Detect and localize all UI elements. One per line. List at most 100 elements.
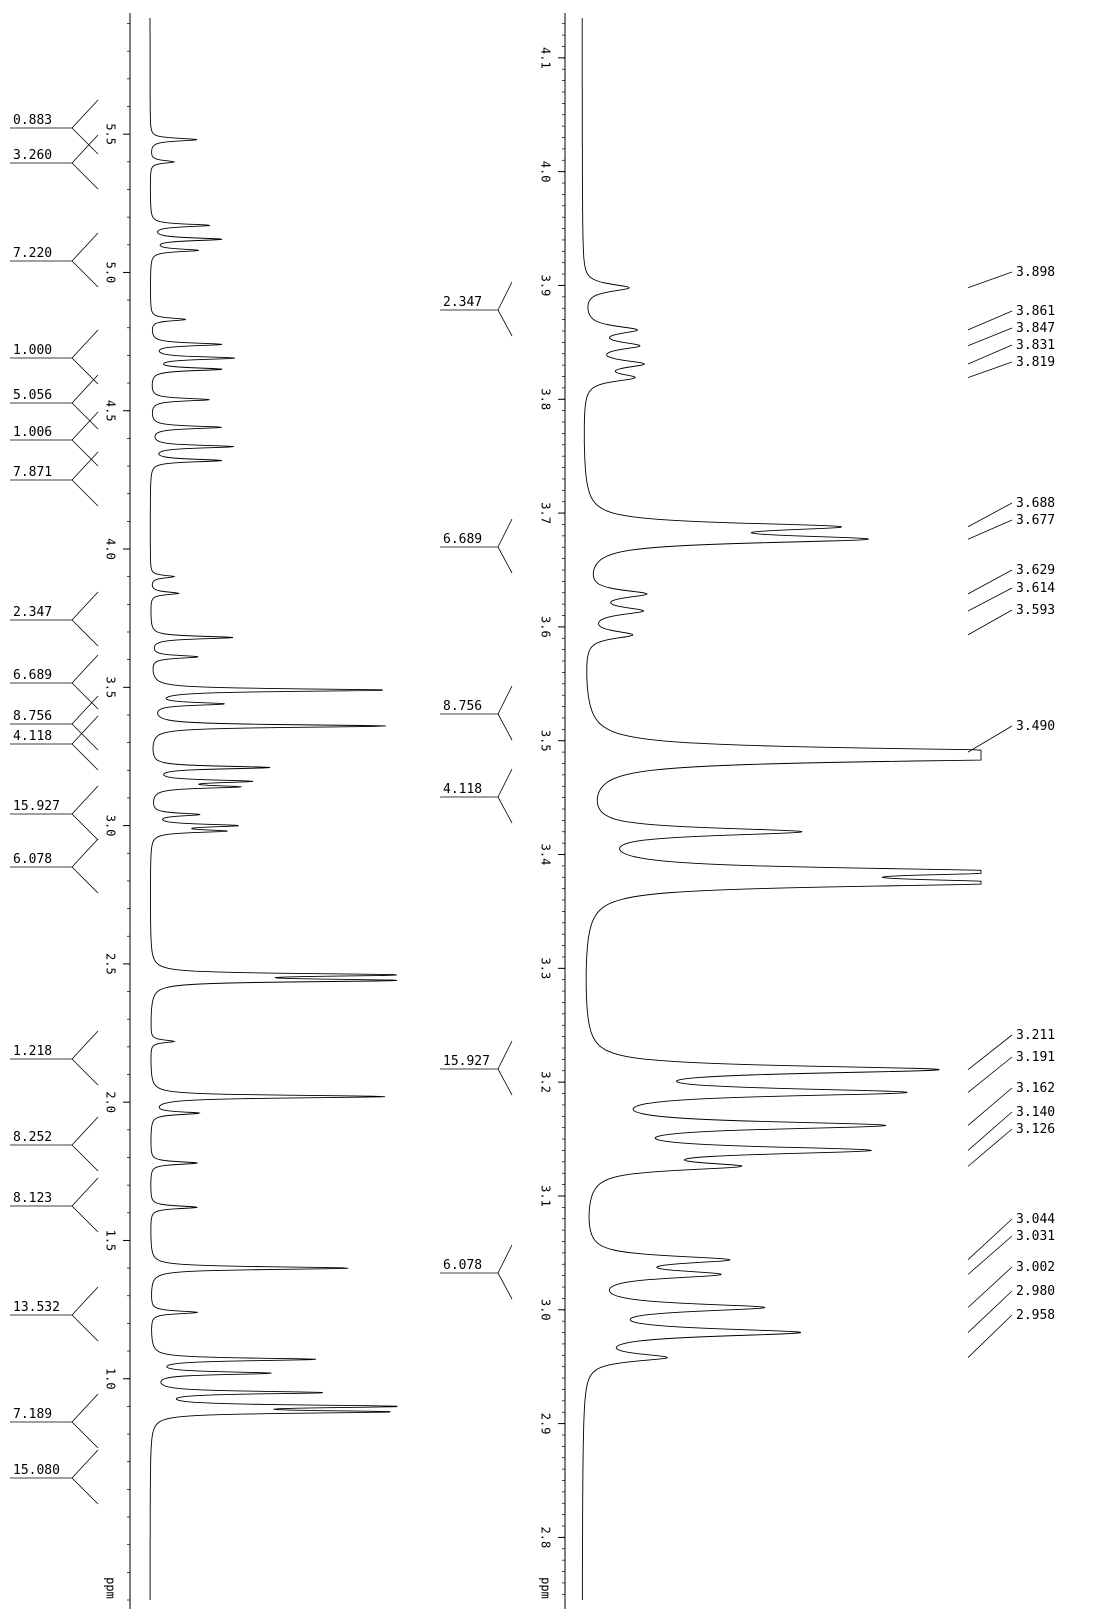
spectrum-trace [581, 18, 982, 1600]
integral-bracket-top [497, 768, 513, 798]
tick-label: 1.0 [104, 1368, 118, 1390]
integral-bracket-top [497, 1040, 513, 1070]
integral-bracket-bottom [71, 866, 99, 894]
right-integral-labels: 2.347 6.689 8.756 4.118 15.927 6.078 [440, 281, 513, 1300]
integral-bracket-top [71, 654, 99, 684]
integral-bracket-top [71, 1449, 99, 1479]
integral-bracket-bottom [71, 1314, 99, 1342]
integral-value: 15.927 [443, 1054, 490, 1069]
integral-bracket-bottom [71, 1205, 99, 1233]
peak-label: 3.847 [1016, 321, 1055, 336]
peak-label: 3.614 [1016, 581, 1055, 596]
peak-leader [967, 569, 1013, 595]
peak-label: 3.490 [1016, 719, 1055, 734]
integral-bracket-top [71, 232, 99, 262]
integral-bracket-top [497, 518, 513, 548]
peak-label: 3.593 [1016, 603, 1055, 618]
tick-label: 5.0 [104, 262, 118, 284]
left-ppm-axis: 5.5 5.0 4.5 4.0 3.5 3.0 2.5 2.0 1.5 1.0 ppm [104, 13, 131, 1609]
integral-bracket-bottom [71, 479, 99, 507]
integral-bracket-bottom [71, 127, 99, 155]
peak-leader [967, 1290, 1013, 1333]
integral-bracket-bottom [71, 1144, 99, 1172]
peak-label: 2.958 [1016, 1308, 1055, 1323]
peak-leader [967, 502, 1013, 528]
tick-label: 3.9 [539, 275, 553, 297]
integral-value: 2.347 [443, 295, 482, 310]
peak-label: 3.677 [1016, 513, 1055, 528]
peak-label: 3.002 [1016, 1260, 1055, 1275]
peak-label: 3.861 [1016, 304, 1055, 319]
integral-bracket-bottom [71, 619, 99, 647]
peak-leader [967, 271, 1013, 289]
integral-value: 2.347 [13, 605, 52, 620]
peak-label: 3.688 [1016, 496, 1055, 511]
peak-label: 3.162 [1016, 1081, 1055, 1096]
integral-bracket-top [497, 281, 513, 311]
peak-leader [967, 1111, 1013, 1151]
tick-label: 3.3 [539, 957, 553, 979]
spectrum-trace [149, 18, 398, 1600]
integral-bracket-top [71, 1116, 99, 1146]
integral-value: 3.260 [13, 148, 52, 163]
tick-label: 5.5 [104, 123, 118, 145]
integral-value: 8.123 [13, 1191, 52, 1206]
peak-leader [967, 609, 1013, 636]
peak-leader [967, 1235, 1013, 1275]
tick-label: 3.0 [104, 815, 118, 837]
axis-unit-label: ppm [539, 1577, 553, 1599]
integral-bracket-bottom [497, 1272, 513, 1300]
integral-bracket-bottom [497, 713, 513, 741]
integral-bracket-bottom [71, 402, 99, 430]
integral-bracket-bottom [497, 796, 513, 824]
right-ppm-axis: 4.1 4.0 3.9 3.8 3.7 3.6 3.5 3.4 3.3 3.2 3.1 3.0 2.9 2… [539, 13, 566, 1609]
integral-bracket-bottom [71, 723, 99, 751]
peak-leader [967, 1314, 1013, 1358]
tick-label: 3.5 [104, 676, 118, 698]
integral-bracket-top [497, 685, 513, 715]
peak-leader [967, 1056, 1013, 1093]
integral-bracket-top [71, 1393, 99, 1423]
peak-leader [967, 1128, 1013, 1167]
tick-label: 1.5 [104, 1230, 118, 1252]
peak-label: 3.191 [1016, 1050, 1055, 1065]
tick-label: 3.0 [539, 1299, 553, 1321]
peak-leader [967, 344, 1013, 365]
integral-value: 7.871 [13, 465, 52, 480]
integral-bracket-top [71, 329, 99, 359]
peak-label: 3.629 [1016, 563, 1055, 578]
integral-bracket-top [71, 1286, 99, 1316]
peak-leader [967, 327, 1013, 347]
peak-label: 3.044 [1016, 1212, 1055, 1227]
peak-label: 3.819 [1016, 355, 1055, 370]
tick-label: 2.5 [104, 953, 118, 975]
left-integral-labels: 0.883 3.260 7.220 1.000 5.056 1.006 7.871 2.347… [10, 99, 99, 1505]
peak-label: 3.211 [1016, 1028, 1055, 1043]
integral-bracket-top [71, 1177, 99, 1207]
tick-label: 2.8 [539, 1527, 553, 1549]
integral-bracket-bottom [497, 309, 513, 337]
integral-value: 4.118 [13, 729, 52, 744]
integral-bracket-bottom [497, 546, 513, 574]
peak-leader [967, 587, 1013, 612]
tick-label: 2.9 [539, 1413, 553, 1435]
integral-value: 1.006 [13, 425, 52, 440]
integral-bracket-bottom [71, 813, 99, 841]
peak-leader [967, 519, 1013, 540]
integral-value: 13.532 [13, 1300, 60, 1315]
tick-label: 2.0 [104, 1091, 118, 1113]
right-spectrum-trace [581, 18, 982, 1600]
tick-label: 3.8 [539, 388, 553, 410]
integral-value: 7.220 [13, 246, 52, 261]
integral-value: 5.056 [13, 388, 52, 403]
integral-value: 1.000 [13, 343, 52, 358]
integral-bracket-top [71, 374, 99, 404]
peak-label: 2.980 [1016, 1284, 1055, 1299]
integral-bracket-top [71, 99, 99, 129]
integral-bracket-bottom [71, 682, 99, 710]
integral-value: 6.078 [13, 852, 52, 867]
peak-leader [967, 310, 1013, 331]
tick-label: 4.5 [104, 400, 118, 422]
peak-leader [967, 1034, 1013, 1070]
